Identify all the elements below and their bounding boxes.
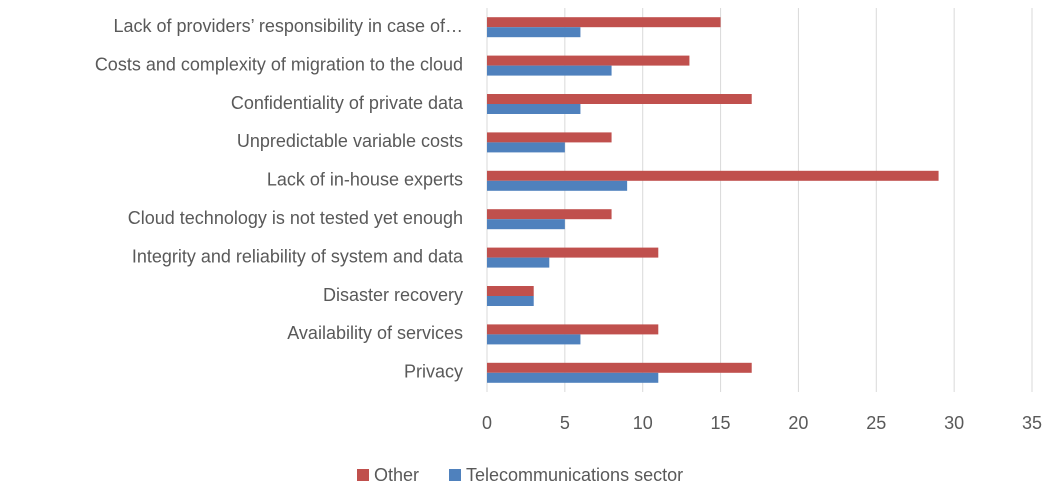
bar xyxy=(487,104,581,114)
bar xyxy=(487,209,612,220)
y-tick-label: Availability of services xyxy=(287,323,463,343)
y-tick-label: Disaster recovery xyxy=(323,285,463,305)
y-tick-label: Unpredictable variable costs xyxy=(237,131,463,151)
y-tick-label: Integrity and reliability of system and … xyxy=(132,246,464,266)
y-tick-label: Lack of in-house experts xyxy=(267,170,463,190)
legend-label: Other xyxy=(374,465,419,485)
bar xyxy=(487,257,550,268)
bar xyxy=(487,27,581,38)
x-tick-label: 30 xyxy=(944,413,964,433)
bar xyxy=(487,362,752,373)
bar xyxy=(487,372,659,383)
bar xyxy=(487,170,939,181)
x-tick-label: 25 xyxy=(866,413,886,433)
x-tick-label: 35 xyxy=(1022,413,1042,433)
x-tick-label: 20 xyxy=(788,413,808,433)
y-tick-label: Confidentiality of private data xyxy=(231,93,464,113)
bar xyxy=(487,219,565,230)
legend-swatch xyxy=(357,469,369,481)
legend-label: Telecommunications sector xyxy=(466,465,683,485)
y-tick-label: Cloud technology is not tested yet enoug… xyxy=(128,208,463,228)
legend-swatch xyxy=(449,469,461,481)
bar xyxy=(487,180,628,191)
bar xyxy=(487,247,659,258)
bar xyxy=(487,132,612,143)
x-tick-label: 0 xyxy=(482,413,492,433)
x-tick-label: 15 xyxy=(711,413,731,433)
bar xyxy=(487,286,534,296)
bar xyxy=(487,94,752,104)
y-tick-label: Costs and complexity of migration to the… xyxy=(95,54,463,74)
x-tick-label: 10 xyxy=(633,413,653,433)
x-tick-label: 5 xyxy=(560,413,570,433)
bar xyxy=(487,296,534,306)
bar xyxy=(487,17,721,28)
y-tick-label: Lack of providers’ responsibility in cas… xyxy=(114,16,464,36)
bar xyxy=(487,142,565,153)
bar xyxy=(487,65,612,76)
bar xyxy=(487,334,581,345)
bar xyxy=(487,324,659,335)
bar xyxy=(487,55,690,66)
y-tick-label: Privacy xyxy=(404,362,463,382)
